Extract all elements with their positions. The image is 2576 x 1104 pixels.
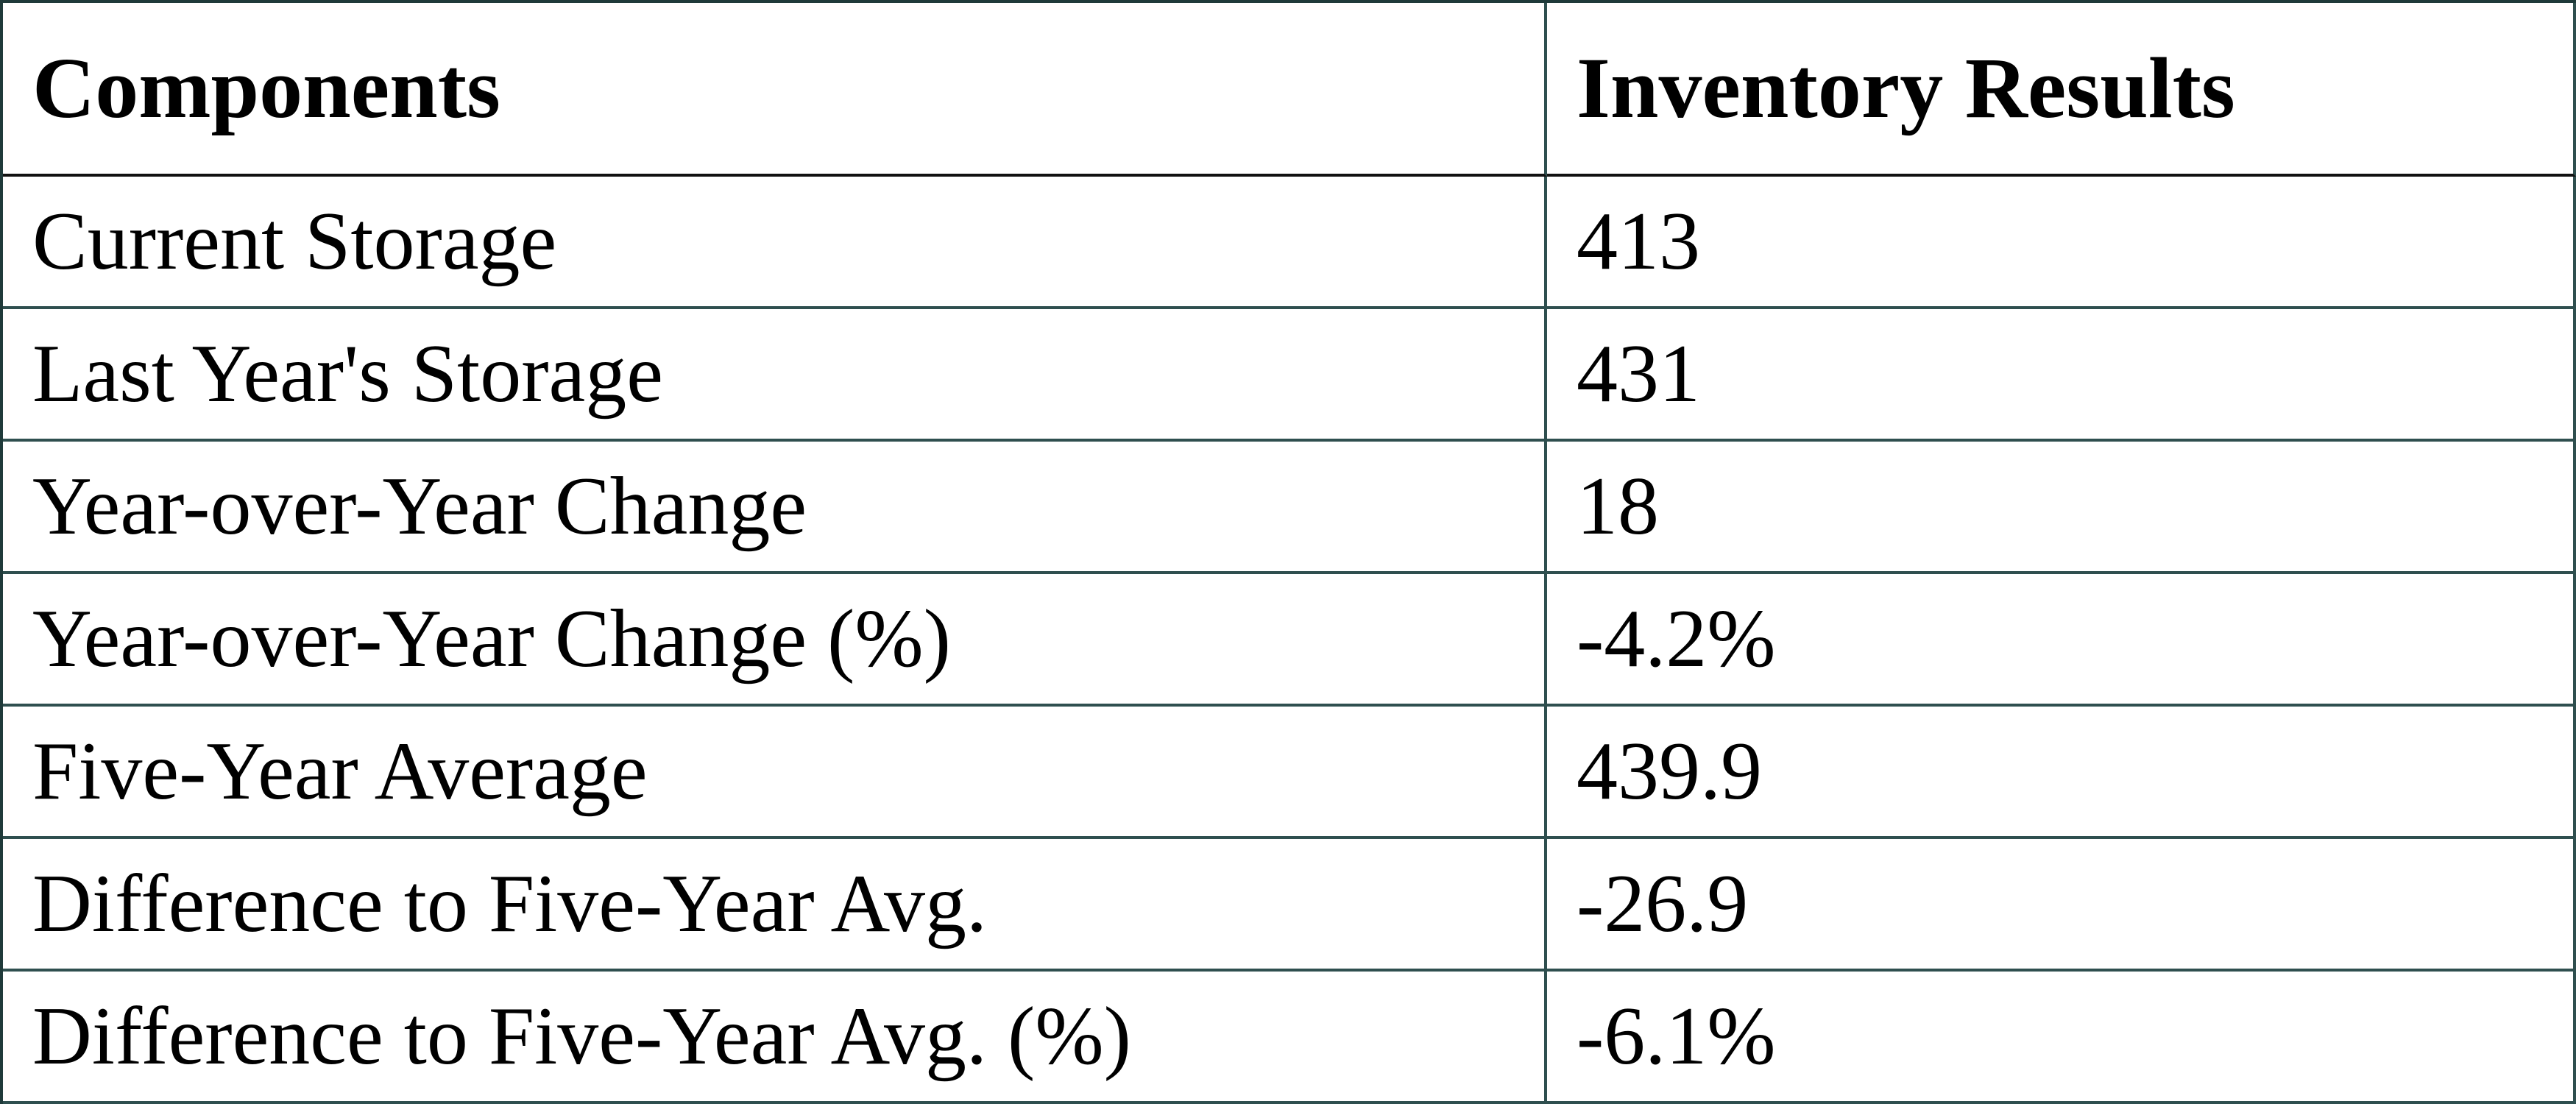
result-cell: 439.9 <box>1547 707 2576 839</box>
component-cell: Year-over-Year Change (%) <box>3 574 1547 707</box>
component-cell: Difference to Five-Year Avg. (%) <box>3 972 1547 1104</box>
component-cell: Difference to Five-Year Avg. <box>3 839 1547 972</box>
component-cell: Year-over-Year Change <box>3 442 1547 574</box>
component-cell: Current Storage <box>3 177 1547 309</box>
component-cell: Five-Year Average <box>3 707 1547 839</box>
header-cell: Inventory Results <box>1547 3 2576 177</box>
result-cell: 431 <box>1547 309 2576 442</box>
result-cell: 413 <box>1547 177 2576 309</box>
result-cell: 18 <box>1547 442 2576 574</box>
result-cell: -4.2% <box>1547 574 2576 707</box>
header-cell: Components <box>3 3 1547 177</box>
result-cell: -26.9 <box>1547 839 2576 972</box>
result-cell: -6.1% <box>1547 972 2576 1104</box>
component-cell: Last Year's Storage <box>3 309 1547 442</box>
